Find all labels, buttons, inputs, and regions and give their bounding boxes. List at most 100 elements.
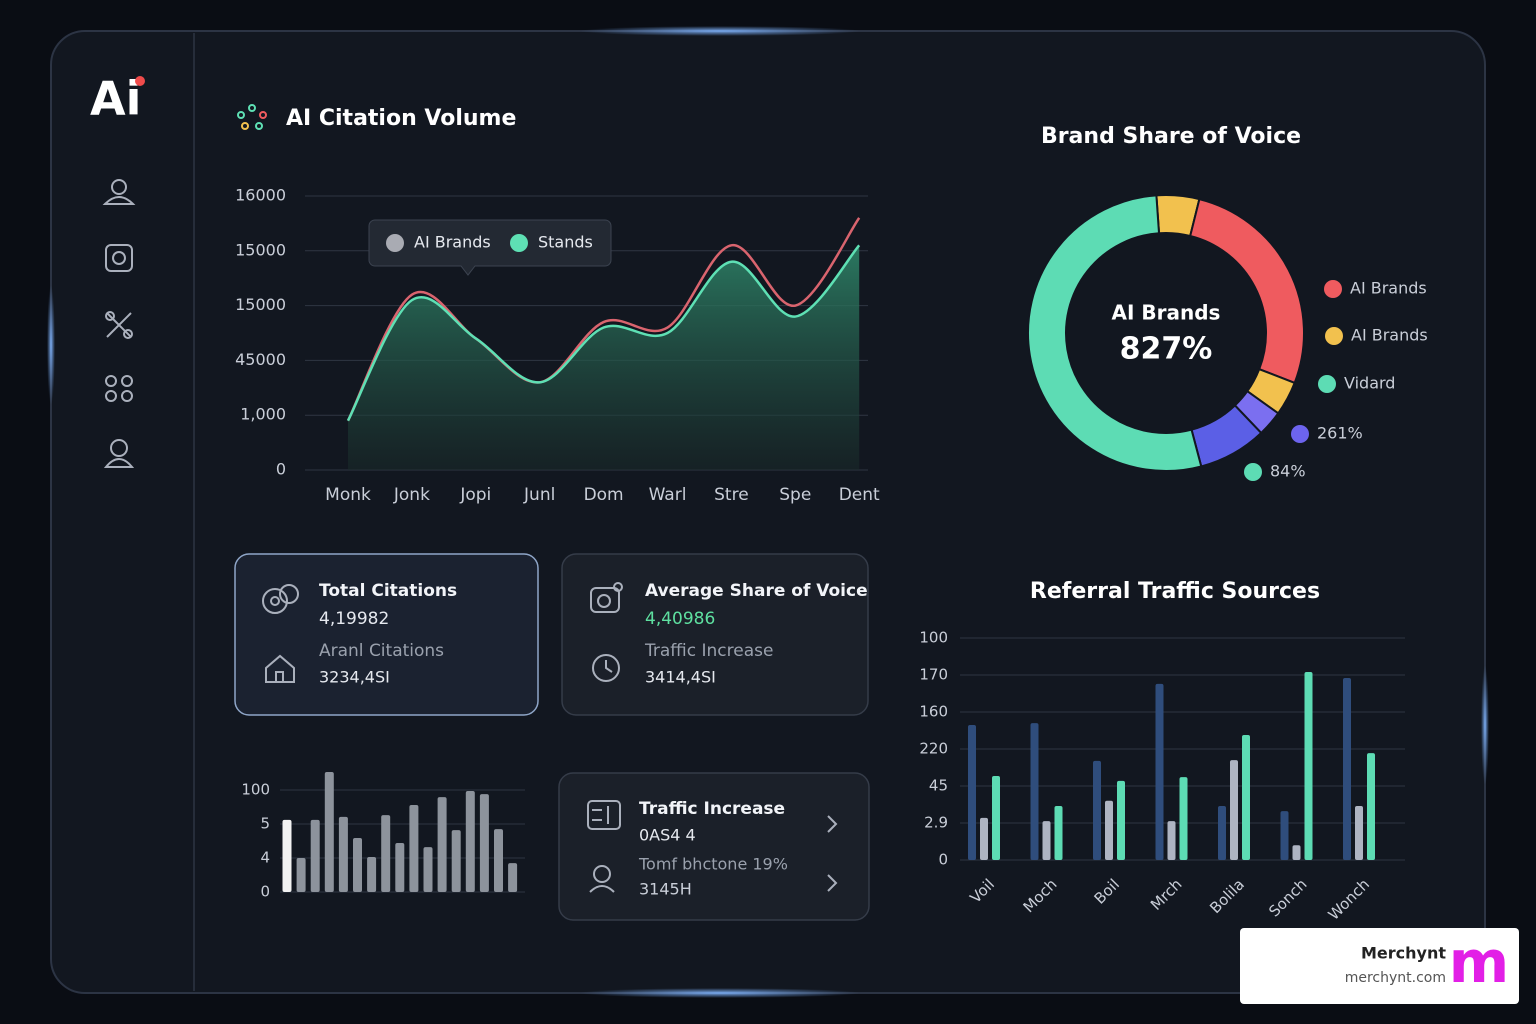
bar [1105,800,1113,860]
card-title: Traffic Increase [639,799,785,819]
y-tick-label: 100 [241,781,270,799]
chart-title: AI Citation Volume [286,106,516,131]
x-tick-label: Stre [714,485,749,505]
line [346,217,861,422]
title-icon [237,104,267,130]
bar [980,817,988,860]
glow [580,988,860,998]
card-title: Total Citations [319,581,457,601]
bar [381,815,391,892]
y-tick-label: 16000 [235,186,286,205]
y-tick-label: 15000 [235,240,286,259]
bar [409,804,419,892]
bar [465,791,475,892]
card-value: 3145H [639,880,692,899]
bar [968,724,976,860]
card[interactable] [561,553,869,716]
legend-label: Vidard [1344,374,1395,393]
card-icon [587,800,621,830]
card-icon [589,865,615,893]
y-tick-label: 1,000 [240,405,286,424]
glow [1481,665,1489,785]
x-tick-label: Jopi [459,485,491,505]
glow [580,26,860,36]
bar [353,837,362,892]
bar [1179,777,1188,860]
line [346,244,861,422]
badge-name: Merchynt [1361,944,1446,963]
chevron[interactable] [827,815,838,833]
nav-tools[interactable] [105,311,133,339]
card-icon [590,582,623,613]
bar [1054,805,1063,860]
chart-title: Brand Share of Voice [1041,124,1301,149]
y-tick-label: 170 [919,666,948,684]
y-tick-label: 0 [938,851,948,869]
card-value: 4,40986 [645,609,715,629]
y-tick-label: 100 [919,629,948,647]
legend-label: 261% [1317,424,1363,443]
bar [1230,760,1238,860]
legend-box [368,219,612,276]
chart-title: Referral Traffic Sources [1030,579,1320,604]
x-tick-label: Dent [839,485,880,505]
logo: Ai [90,72,141,126]
card-icon [265,654,295,683]
card-label: Tomf bhctone 19% [638,855,788,874]
bar [992,776,1000,860]
bar [338,816,348,892]
y-tick-label: 45000 [235,350,286,369]
bar [451,830,461,892]
bar [1343,677,1351,860]
bar [1292,845,1301,860]
bar [310,819,320,892]
bar [508,863,518,892]
x-tick-label: Jonk [393,485,430,505]
nav-user[interactable] [103,439,135,468]
card[interactable] [558,772,870,921]
bar [367,856,377,892]
chevron[interactable] [827,874,838,892]
card-icon [262,584,299,614]
bar [1093,760,1101,860]
bar [395,843,405,892]
bar [1304,672,1313,860]
legend-swatch [510,234,528,252]
nav-apps[interactable] [105,375,133,402]
legend-label: AI Brands [1350,279,1427,298]
card[interactable] [234,553,539,716]
glow [47,285,55,405]
y-tick-label: 0 [260,883,270,901]
nav-profile[interactable] [102,179,136,205]
area [348,245,860,470]
bar [437,797,447,892]
y-tick-label: 4 [260,849,270,867]
badge[interactable] [1240,928,1519,1004]
badge-logo: m [1449,928,1509,996]
x-tick-label: Junl [523,485,555,505]
bar [494,829,503,892]
bar [1155,683,1164,860]
legend-label: AI Brands [414,233,491,252]
bar [1042,821,1051,860]
bar [1030,723,1039,860]
x-tick-label: Dom [584,485,624,505]
bar [479,794,489,892]
x-tick-label: Monk [325,485,371,505]
card-value: 4,19982 [319,609,389,629]
y-tick-label: 2.9 [924,814,948,832]
legend-swatch [1325,327,1343,345]
legend-label: Stands [538,233,593,252]
y-tick-label: 5 [260,815,270,833]
card-value: 3414,4SI [645,668,716,687]
card-label: Aranl Citations [319,641,444,661]
center-value: 827% [1120,332,1213,367]
card-value: 0AS4 4 [639,826,696,845]
nav-icons[interactable] [102,179,136,468]
card-label: Traffic Increase [644,641,773,661]
y-tick-label: 0 [276,460,286,479]
center-label: AI Brands [1112,301,1221,325]
card-icon [592,654,620,682]
nav-camera[interactable] [105,244,133,272]
